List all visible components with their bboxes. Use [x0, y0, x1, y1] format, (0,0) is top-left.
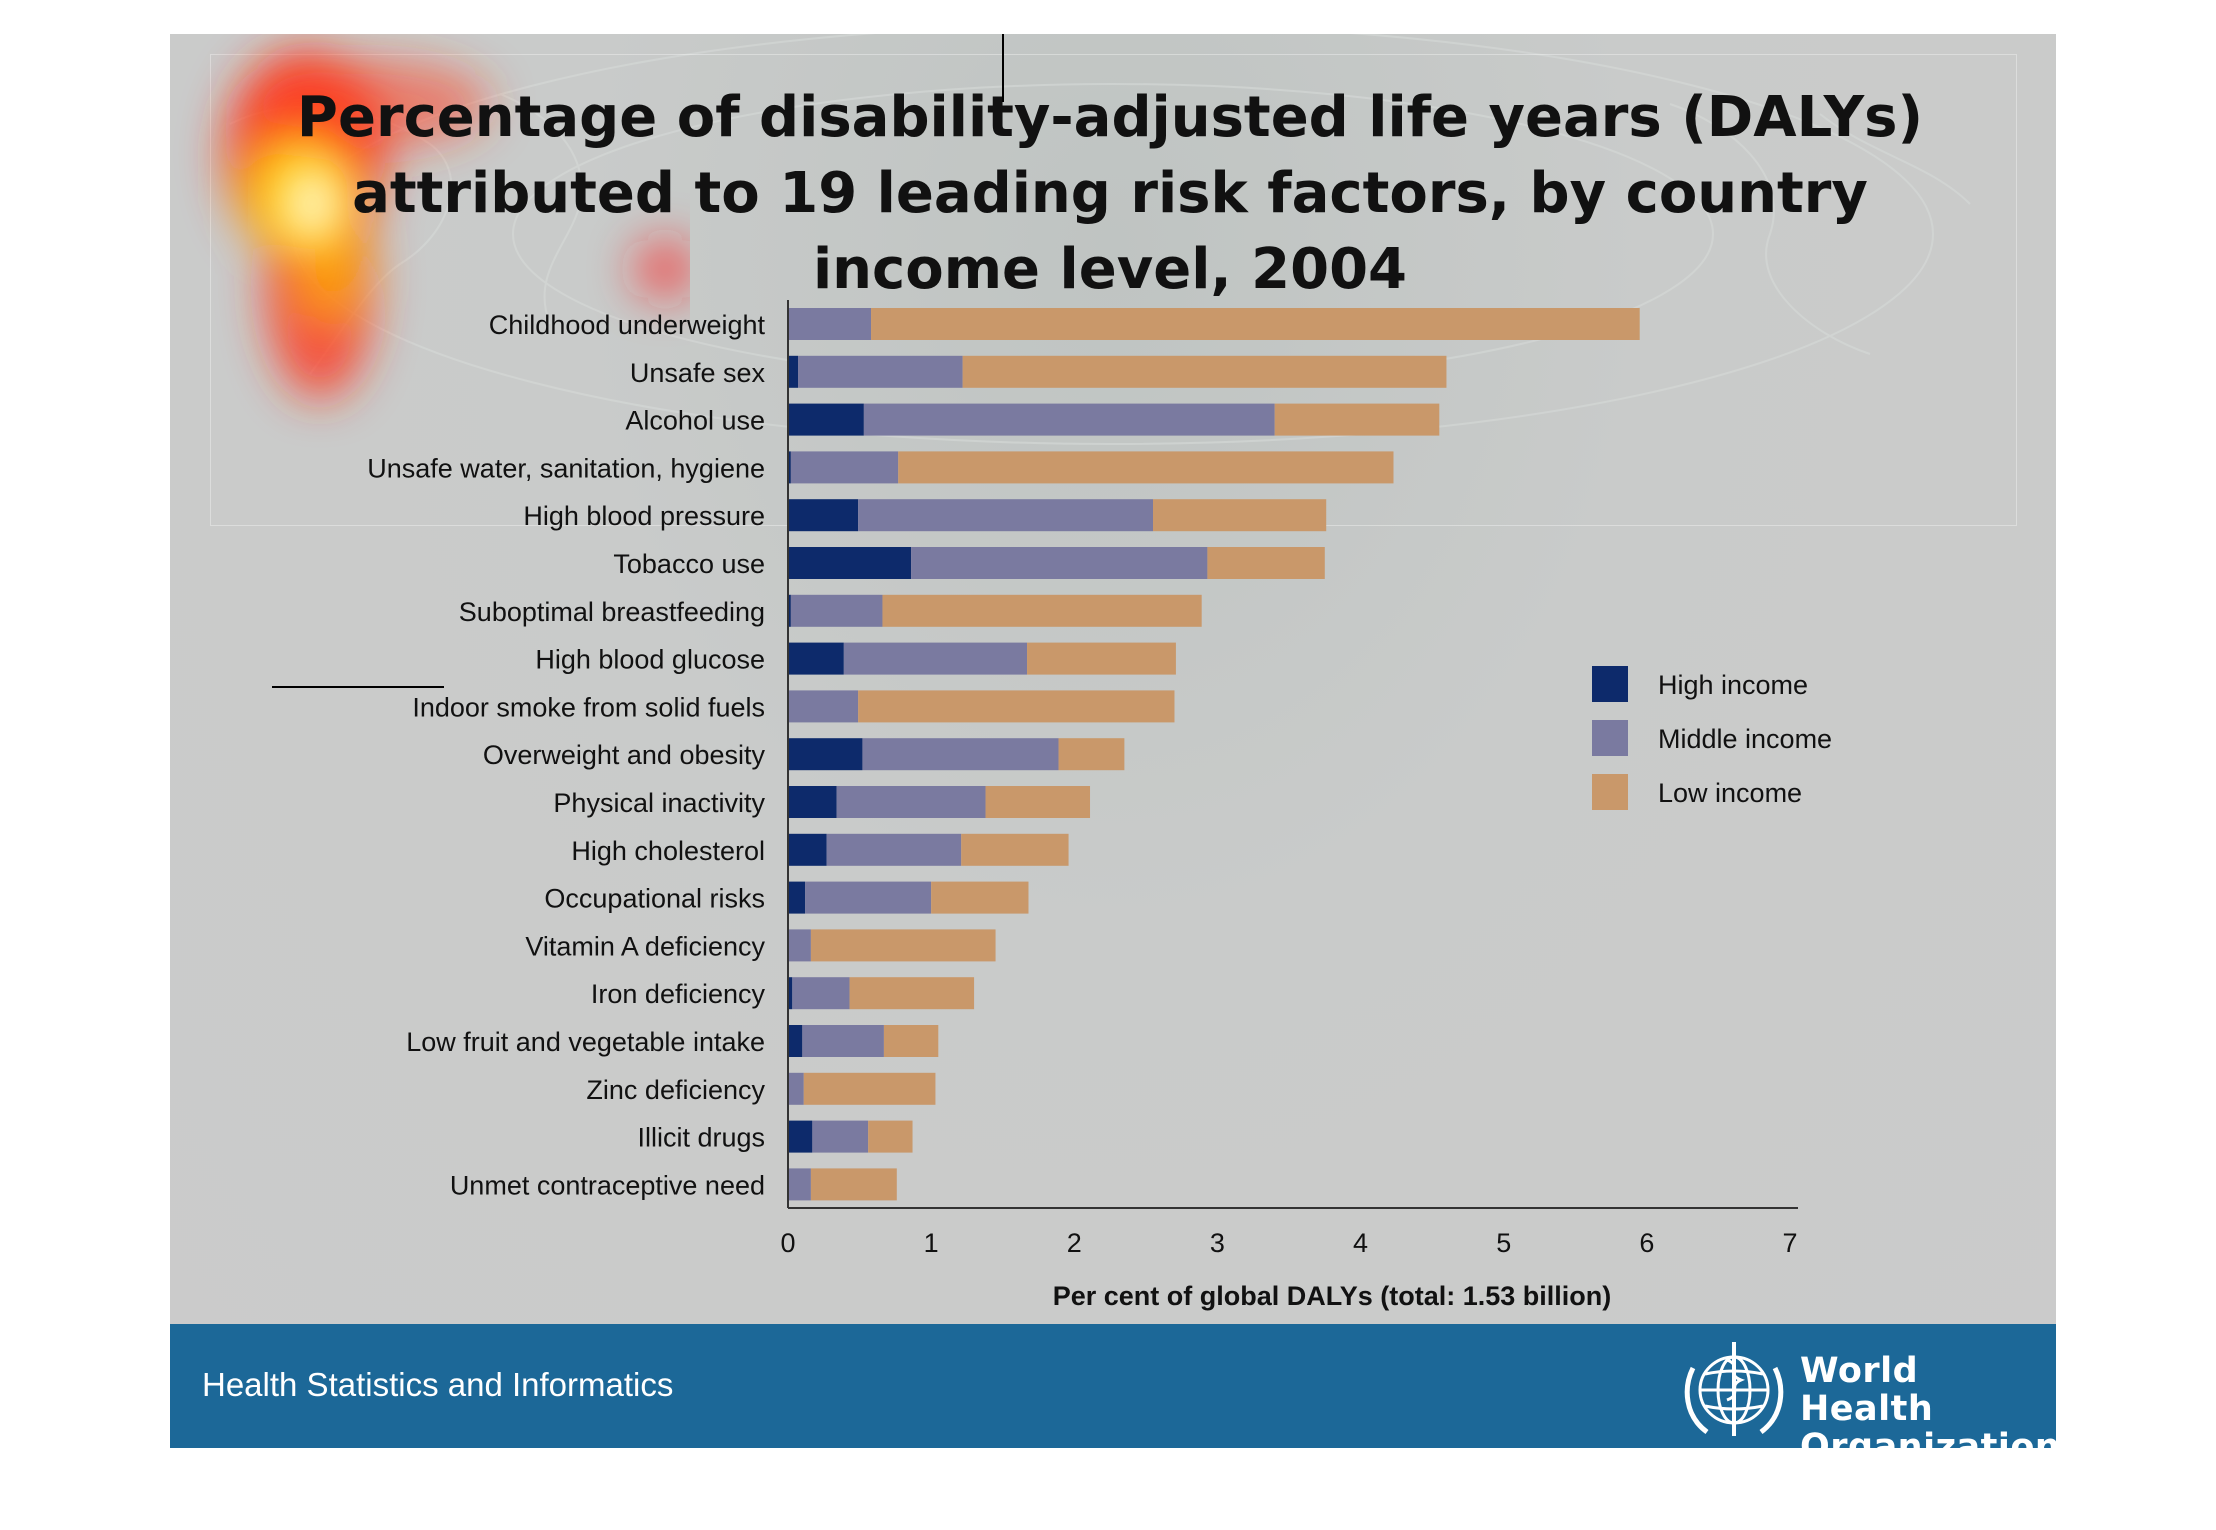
category-label: Vitamin A deficiency	[525, 931, 765, 961]
x-tick-label: 2	[1067, 1228, 1082, 1258]
category-label: Low fruit and vegetable intake	[406, 1027, 765, 1057]
bar-middle-income-12	[826, 833, 962, 866]
bar-middle-income-16	[802, 1025, 884, 1057]
category-label: Unsafe water, sanitation, hygiene	[367, 453, 765, 483]
bar-low-income-15	[849, 977, 975, 1010]
x-axis-title: Per cent of global DALYs (total: 1.53 bi…	[1053, 1281, 1612, 1311]
bar-low-income-19	[810, 1168, 897, 1201]
slide: Percentage of disability-adjusted life y…	[170, 34, 2056, 1448]
category-label: Illicit drugs	[637, 1123, 765, 1153]
bar-high-income-10	[788, 738, 863, 771]
bar-low-income-3	[1274, 403, 1440, 436]
category-label: High blood glucose	[535, 645, 765, 675]
footer-bar: Health Statistics and Informatics World …	[170, 1324, 2056, 1448]
bar-high-income-8	[788, 642, 844, 675]
legend-swatch	[1592, 666, 1628, 702]
bar-middle-income-7	[790, 594, 883, 627]
bar-high-income-13	[788, 881, 806, 914]
category-label: Occupational risks	[544, 884, 765, 914]
x-tick-label: 4	[1353, 1228, 1368, 1258]
bar-low-income-18	[868, 1120, 913, 1153]
who-emblem-icon	[1684, 1342, 1784, 1436]
chart-title: Percentage of disability-adjusted life y…	[296, 85, 1924, 302]
bar-low-income-4	[898, 451, 1394, 484]
bar-high-income-12	[788, 833, 827, 866]
category-label: Zinc deficiency	[586, 1075, 765, 1105]
bar-low-income-2	[962, 355, 1447, 388]
category-label: High blood pressure	[523, 501, 765, 531]
bar-high-income-11	[788, 786, 837, 818]
bar-middle-income-9	[788, 690, 859, 723]
category-label: High cholesterol	[571, 836, 765, 866]
bar-low-income-10	[1058, 738, 1125, 771]
bar-high-income-6	[788, 547, 912, 579]
who-wordmark: World Health Organization	[1800, 1352, 2056, 1448]
bar-middle-income-4	[790, 451, 899, 484]
bar-high-income-18	[788, 1120, 813, 1153]
bar-middle-income-14	[788, 929, 811, 962]
who-wordmark-line1: World Health	[1800, 1351, 1934, 1429]
bar-high-income-7	[788, 594, 791, 627]
category-label: Unsafe sex	[630, 358, 766, 388]
category-label: Suboptimal breastfeeding	[459, 597, 765, 627]
legend-label: High income	[1658, 670, 1808, 700]
bar-chart: Childhood underweight Unsafe sex Alcohol u…	[367, 300, 1832, 1311]
category-label: Overweight and obesity	[483, 740, 766, 770]
bar-middle-income-2	[798, 355, 963, 388]
bar-low-income-7	[882, 594, 1202, 627]
bar-low-income-12	[961, 833, 1069, 866]
bar-middle-income-15	[792, 977, 850, 1010]
category-label: Childhood underweight	[489, 310, 766, 340]
bar-low-income-16	[883, 1025, 939, 1057]
cursor-horizontal-line	[272, 686, 444, 688]
bar-low-income-9	[858, 690, 1175, 723]
bar-low-income-1	[871, 308, 1640, 340]
footer-text: Health Statistics and Informatics	[202, 1366, 674, 1403]
x-tick-label: 5	[1496, 1228, 1511, 1258]
x-tick-label: 1	[924, 1228, 939, 1258]
bar-high-income-5	[788, 499, 859, 532]
bar-middle-income-19	[788, 1168, 811, 1201]
bar-middle-income-13	[805, 881, 932, 914]
x-tick-label: 7	[1782, 1228, 1797, 1258]
bar-low-income-11	[985, 786, 1091, 818]
category-label: Tobacco use	[613, 549, 765, 579]
bar-middle-income-8	[843, 642, 1028, 675]
cursor-vertical-line	[1002, 34, 1004, 102]
category-label: Indoor smoke from solid fuels	[412, 692, 765, 722]
legend-label: Low income	[1658, 778, 1802, 808]
x-tick-label: 6	[1639, 1228, 1654, 1258]
x-tick-label: 0	[780, 1228, 795, 1258]
bar-middle-income-5	[858, 499, 1154, 532]
bar-high-income-2	[788, 355, 799, 388]
bar-low-income-13	[931, 881, 1029, 914]
bar-middle-income-6	[911, 547, 1208, 579]
bar-middle-income-17	[788, 1072, 804, 1105]
bar-middle-income-11	[836, 786, 986, 818]
category-label: Iron deficiency	[591, 979, 766, 1009]
bar-middle-income-10	[862, 738, 1059, 771]
legend-swatch	[1592, 774, 1628, 810]
bar-middle-income-3	[863, 403, 1275, 436]
category-label: Alcohol use	[625, 406, 765, 436]
legend-label: Middle income	[1658, 724, 1832, 754]
bar-middle-income-18	[812, 1120, 869, 1153]
who-wordmark-line2: Organization	[1800, 1427, 2056, 1448]
bar-low-income-14	[810, 929, 996, 962]
category-label: Physical inactivity	[553, 788, 765, 818]
bar-low-income-17	[803, 1072, 936, 1105]
bar-high-income-4	[788, 451, 791, 484]
bar-low-income-8	[1027, 642, 1176, 675]
bar-high-income-16	[788, 1025, 803, 1057]
legend-swatch	[1592, 720, 1628, 756]
category-label: Unmet contraceptive need	[450, 1170, 765, 1200]
x-tick-label: 3	[1210, 1228, 1225, 1258]
bar-high-income-15	[788, 977, 793, 1010]
bar-low-income-6	[1207, 547, 1325, 579]
bar-low-income-5	[1153, 499, 1327, 532]
bar-middle-income-1	[788, 308, 872, 340]
bar-high-income-3	[788, 403, 864, 436]
